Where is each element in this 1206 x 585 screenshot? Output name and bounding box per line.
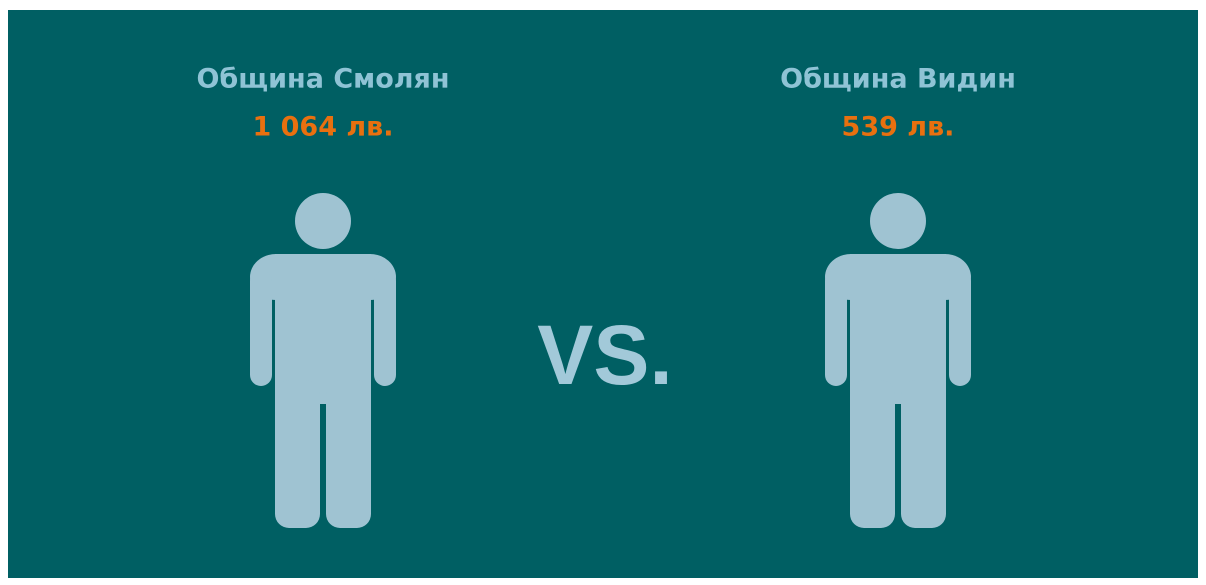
right-amount: 539 лв. [842, 112, 955, 143]
right-person [825, 193, 971, 528]
right-name: Община Видин [780, 64, 1016, 95]
vs-label: VS. [537, 308, 672, 402]
background [8, 10, 1198, 578]
left-amount: 1 064 лв. [252, 112, 393, 143]
left-person [250, 193, 396, 528]
left-name: Община Смолян [196, 64, 449, 95]
